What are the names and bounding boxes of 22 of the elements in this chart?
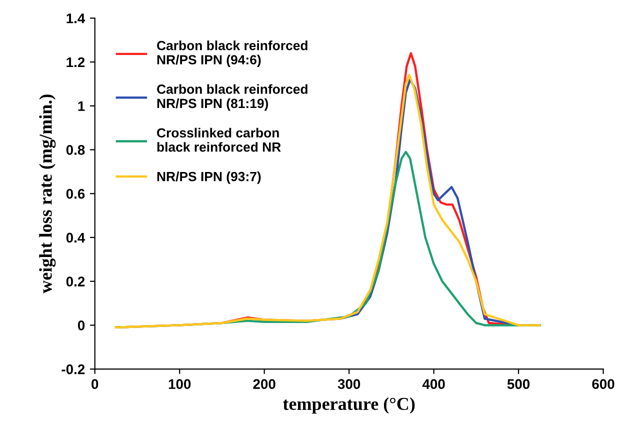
y-tick-label: 1 [78,101,85,111]
x-tick-label: 200 [253,379,276,389]
y-tick-label: 1.4 [66,14,86,24]
y-tick-label: 0.6 [66,188,85,199]
x-tick-label: 600 [592,379,614,389]
y-tick-label: 0.2 [66,276,85,286]
x-tick-label: 300 [338,379,360,390]
y-tick-label: 0 [78,320,85,330]
x-axis-title: temperature (°C) [282,397,415,414]
x-tick-label: 100 [168,379,191,389]
y-tick-label: -0.2 [62,364,85,374]
x-tick-label: 0 [92,379,98,389]
legend-label: NR/PS IPN (93:7) [157,172,261,184]
y-tick-label: 0.4 [66,232,86,243]
legend-label: Crosslinked carbon black reinforced NR [157,128,281,152]
legend-label: Carbon black reinforced NR/PS IPN (94:6) [157,40,308,68]
y-tick-label: 1.2 [66,57,85,68]
y-axis-title: weight loss rate (mg/min.) [39,94,56,294]
x-tick-label: 500 [507,379,530,389]
legend-label: Carbon black reinforced NR/PS IPN (81:19) [157,84,308,111]
y-tick-label: 0.8 [66,145,85,155]
x-tick-label: 400 [422,379,445,389]
